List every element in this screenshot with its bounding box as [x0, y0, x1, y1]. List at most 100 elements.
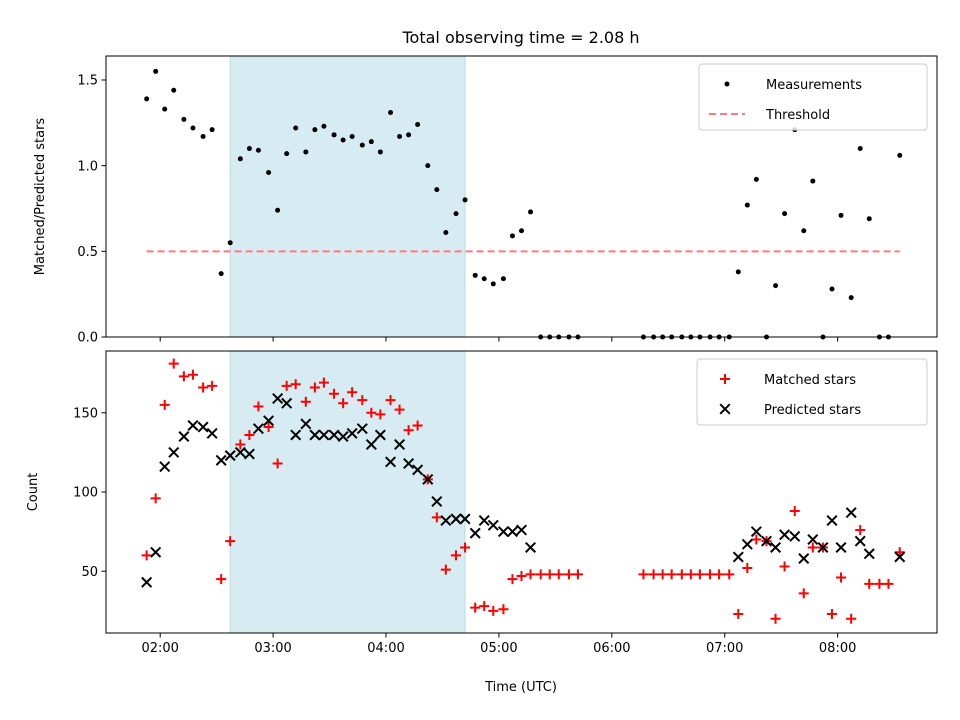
data-point — [328, 429, 340, 441]
data-point — [422, 473, 434, 485]
data-point — [460, 542, 471, 553]
x-tick-label: 06:00 — [593, 641, 630, 656]
data-point — [515, 524, 528, 536]
data-point — [525, 541, 537, 553]
data-point — [779, 529, 791, 541]
data-point — [198, 382, 209, 393]
data-point — [761, 535, 773, 547]
data-point — [572, 569, 583, 580]
data-point — [807, 534, 819, 546]
data-point — [789, 506, 800, 517]
data-point — [150, 493, 161, 504]
data-point — [349, 134, 355, 140]
data-point — [801, 228, 807, 234]
data-point — [500, 276, 506, 282]
data-point — [497, 526, 509, 538]
data-point — [838, 212, 844, 218]
data-point — [150, 546, 162, 558]
data-point — [394, 404, 405, 415]
data-point — [181, 116, 187, 122]
data-point — [883, 578, 894, 589]
data-point — [252, 423, 264, 435]
data-point — [779, 561, 790, 572]
data-point — [509, 233, 515, 239]
data-point — [440, 564, 451, 575]
data-point — [263, 415, 275, 427]
data-point — [528, 209, 534, 215]
data-point — [331, 132, 337, 138]
data-point — [375, 409, 386, 420]
series-predicted-stars — [141, 393, 906, 588]
data-point — [810, 178, 816, 184]
data-point — [366, 407, 377, 418]
data-point — [141, 576, 153, 588]
data-point — [782, 211, 788, 217]
y-tick-label: 150 — [73, 406, 98, 421]
data-point — [168, 358, 179, 369]
data-point — [397, 134, 403, 140]
data-point — [440, 515, 452, 527]
data-point — [388, 110, 394, 116]
data-point — [732, 551, 744, 563]
data-point — [318, 429, 330, 441]
data-point — [829, 286, 835, 292]
data-point — [874, 578, 885, 589]
data-point — [275, 207, 281, 213]
data-point — [648, 569, 659, 580]
data-point — [290, 429, 302, 441]
data-point — [724, 569, 735, 580]
x-tick-label: 08:00 — [819, 641, 856, 656]
data-point — [751, 534, 762, 545]
data-point — [246, 146, 252, 152]
data-point — [488, 605, 499, 616]
data-point — [866, 216, 872, 222]
data-point — [347, 387, 358, 398]
data-point — [309, 429, 321, 441]
data-point — [312, 127, 318, 133]
legend: Measurements Threshold — [698, 63, 928, 131]
data-point — [234, 446, 246, 458]
axes-frame — [105, 55, 938, 338]
legend: Matched stars Predicted stars — [696, 358, 928, 426]
x-tick-label: 04:00 — [367, 641, 404, 656]
data-point — [318, 377, 329, 388]
data-point — [525, 569, 536, 580]
data-point — [481, 276, 487, 282]
data-point — [171, 87, 177, 93]
data-point — [356, 423, 368, 435]
data-point — [798, 588, 809, 599]
series-measurements — [144, 68, 903, 340]
data-point — [412, 464, 424, 476]
data-point — [338, 398, 349, 409]
data-point — [365, 438, 377, 450]
data-point — [657, 569, 668, 580]
data-point — [357, 395, 368, 406]
legend-label: Predicted stars — [764, 403, 861, 418]
data-point — [377, 149, 383, 155]
data-point — [848, 295, 854, 301]
y-axis-label: Count — [26, 473, 41, 512]
data-point — [817, 541, 829, 553]
data-point — [300, 396, 311, 407]
data-point — [864, 578, 875, 589]
data-point — [431, 495, 443, 508]
y-axis-label: Matched/Predicted stars — [33, 118, 48, 276]
y-tick-label: 50 — [81, 565, 98, 580]
y-tick-label: 1.0 — [77, 159, 98, 174]
data-point — [403, 457, 415, 469]
data-point — [770, 541, 782, 553]
data-point — [676, 569, 687, 580]
data-point — [235, 439, 246, 450]
data-point — [694, 569, 705, 580]
data-point — [753, 176, 759, 182]
data-point — [434, 187, 440, 193]
data-point — [225, 536, 236, 547]
data-point — [478, 515, 490, 527]
data-point — [750, 526, 762, 538]
data-point — [744, 202, 750, 208]
bottom-panel: 02:00 03:00 04:00 05:00 06:00 07:00 08:00 50 100… — [26, 350, 938, 656]
data-point — [281, 380, 292, 391]
data-point — [835, 541, 847, 553]
data-point — [741, 538, 753, 550]
data-point — [244, 429, 255, 440]
